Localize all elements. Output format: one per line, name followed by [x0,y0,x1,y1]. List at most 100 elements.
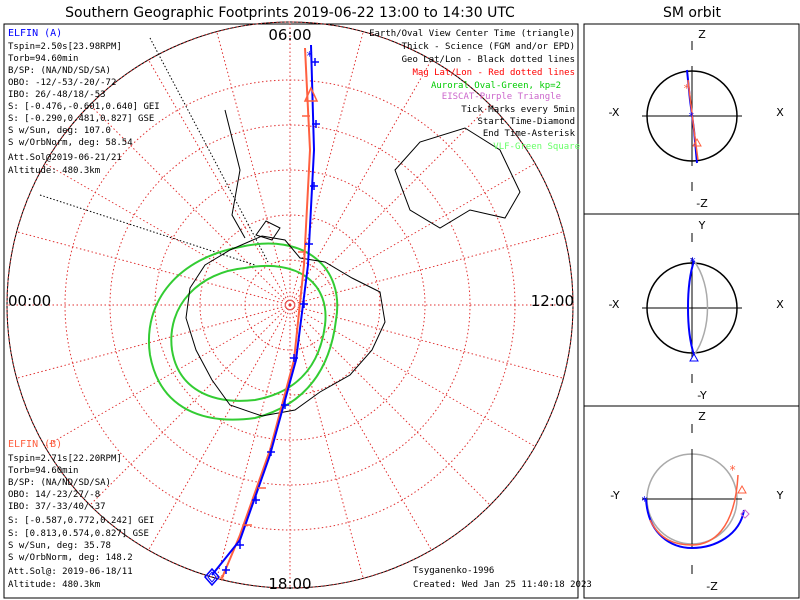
hour-label-right: 12:00 [531,292,574,310]
elfin-b-line: Altitude: 480.3km [8,580,100,590]
legend-item: End Time-Asterisk [483,129,576,139]
sm2-axis-right: X [776,298,784,311]
sm1-elfin-b-triangle [692,137,702,147]
sm2-axis-left: -X [609,298,620,311]
mag-meridian-line [289,304,536,447]
mag-meridian-line [289,163,536,306]
mag-latitude-circle [154,169,426,441]
sm2-elfin-a-triangle [689,352,699,362]
elfin-b-line: S w/OrbNorm, deg: 148.2 [8,553,133,563]
elfin-a-line: Tspin=2.50s[23.98RPM] [8,42,122,52]
mag-meridian-line [89,304,291,506]
auroral-oval [147,242,339,421]
mag-meridian-line [289,304,364,579]
map-frame [3,23,579,599]
elfin-b-center-triangle [303,86,319,102]
elfin-b-track [221,47,312,579]
mag-latitude-circle [199,214,381,396]
legend-item: EISCAT-Purple Triangle [442,92,561,102]
legend-item: Earth/Oval View Center Time (triangle) [369,29,575,39]
elfin-b-info: ELFIN (B) Tspin=2.71s[22.20RPM] Torb=94.… [8,439,154,590]
mag-latitude-circle [6,21,574,589]
sm1-elfin-b-orbit [687,79,699,161]
model-credit: Tsyganenko-1996 [413,566,494,576]
elfin-a-info: ELFIN (A) Tspin=2.50s[23.98RPM] Torb=94.… [8,28,160,176]
sm-panel-frame-3 [583,405,800,599]
sm1-axis-left: -X [609,106,620,119]
legend-item: Auroral Oval-Green, kp=2 [431,81,561,91]
geo-longitude-line [149,37,269,263]
legend: Earth/Oval View Center Time (triangle) T… [369,29,580,152]
mag-meridian-line [89,104,291,306]
antarctica-outline [185,235,386,417]
mag-meridian-line [289,31,364,306]
elfin-a-line: S: [-0.290,0.481,0.827] GSE [8,114,154,124]
hour-label-top: 06:00 [268,26,311,44]
elfin-b-line: S w/Sun, deg: 35.78 [8,541,111,551]
sm3-elfin-b-triangle [737,484,747,494]
legend-item: Geo Lat/Lon - Black dotted lines [402,55,575,65]
sm2-elfin-a-orbit [687,260,695,356]
elfin-a-line: IBO: 26/-48/18/-53 [8,90,106,100]
elfin-a-line: Torb=94.60min [8,54,78,64]
elfin-b-line: Att.Sol@: 2019-06-18/11 [8,567,133,577]
southern-africa-outline [394,127,521,229]
elfin-b-line: S: [-0.587,0.772,0.242] GEI [8,516,154,526]
mag-meridian-line [44,304,291,447]
mag-meridian-line [216,304,291,579]
elfin-b-name: ELFIN (B) [8,439,62,450]
geo-longitude-line [39,194,256,266]
elfin-b-line: S: [0.813,0.574,0.827] GSE [8,529,149,539]
mag-meridian-line [289,104,491,306]
elfin-a-line: S w/OrbNorm, deg: 58.54 [8,138,133,148]
mag-meridian-line [289,231,564,306]
elfin-b-line: Tspin=2.71s[22.20RPM] [8,454,122,464]
south-america-outline [224,109,246,239]
mag-meridian-line [289,304,432,551]
mag-meridian-line [44,163,291,306]
elfin-a-line: S w/Sun, deg: 107.0 [8,126,111,136]
elfin-a-line: Att.Sol@2019-06-21/21 [8,153,122,163]
mag-meridian-line [16,231,291,306]
sm2-axis-bottom: -Y [697,389,707,402]
mag-meridian-line [289,304,491,506]
elfin-a-line: Altitude: 480.3km [8,166,100,176]
legend-item: Tick Marks every 5min [461,105,575,115]
elfin-a-track [211,44,316,576]
satellite-tracks: ** [204,44,320,587]
legend-item: Thick - Science (FGM and/or EPD) [402,42,575,52]
auroral-oval-inner [170,264,327,402]
sm1-axis-bottom: -Z [696,197,708,210]
sm3-axis-left: -Y [610,489,620,502]
legend-item: Mag Lat/Lon - Red dotted lines [412,68,575,78]
peninsula-outline [255,220,281,241]
created-timestamp: Created: Wed Jan 25 11:40:18 2023 [413,580,592,590]
sm3-axis-bottom: -Z [706,580,718,593]
mag-meridian-line [216,31,291,306]
sm-orbit-title: SM orbit [663,5,722,21]
sm3-elfin-b-orbit [649,474,739,546]
elfin-a-line: B/SP: (NA/ND/SD/SA) [8,66,111,76]
elfin-b-line: B/SP: (NA/ND/SD/SA) [8,478,111,488]
figure-title: Southern Geographic Footprints 2019-06-2… [65,5,515,21]
sm2-axis-top: Y [698,219,706,232]
sm1-elfin-b-asterisk: * [683,82,690,95]
legend-item: Start Time-Diamond [477,117,575,127]
sm-orbit-panels: * * * * * [641,41,750,574]
sm2-earth-shadow [693,260,709,356]
elfin-b-line: Torb=94.60min [8,466,78,476]
sm1-elfin-a-asterisk: * [688,110,695,123]
elfin-b-line: IBO: 37/-33/40/-37 [8,502,106,512]
sm3-elfin-b-asterisk: * [729,463,736,477]
mag-meridian-line [289,59,432,306]
sm3-elfin-a-asterisk: * [641,494,648,508]
mag-meridian-line [289,304,564,379]
sm2-elfin-a-asterisk: * [689,255,696,269]
hour-label-left: 00:00 [8,292,51,310]
hour-label-bottom: 18:00 [268,575,311,593]
mag-meridian-line [16,304,291,379]
map-grid [6,21,574,589]
mag-meridian-line [148,304,291,551]
elfin-a-start-diamond [204,567,220,587]
